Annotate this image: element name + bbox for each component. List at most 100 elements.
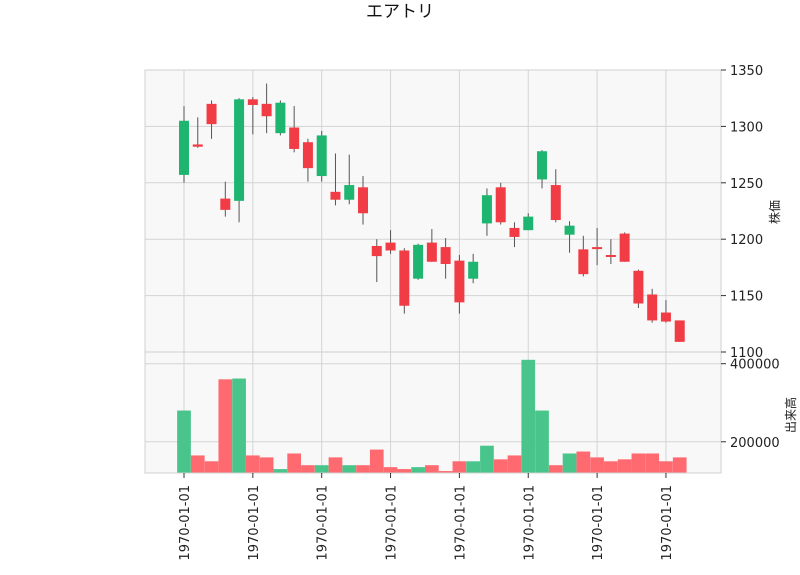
- price-tick-label: 1350: [730, 64, 763, 79]
- candle-body: [206, 103, 217, 125]
- candle-body: [344, 185, 355, 200]
- volume-bar: [301, 465, 315, 473]
- volume-bar: [232, 378, 246, 473]
- candle-body: [234, 99, 245, 201]
- candle-body: [619, 233, 630, 262]
- candle-body: [523, 216, 534, 231]
- x-tick-label: 1970-01-01: [178, 485, 193, 561]
- volume-bar: [204, 461, 219, 473]
- candle-body: [385, 242, 396, 251]
- x-tick-label: 1970-01-01: [591, 485, 606, 561]
- candle-body: [674, 320, 685, 342]
- volume-bar: [617, 459, 632, 473]
- volume-axis-label: 出来高: [783, 397, 798, 433]
- volume-bar: [659, 461, 673, 473]
- volume-bar: [672, 457, 687, 473]
- candle-body: [247, 99, 258, 105]
- candle-body: [578, 249, 589, 275]
- x-tick-label: 1970-01-01: [453, 485, 468, 561]
- candle-body: [371, 245, 382, 257]
- volume-bar: [535, 410, 549, 473]
- x-tick-label: 1970-01-01: [522, 485, 537, 561]
- volume-bar: [521, 359, 536, 473]
- candle-body: [454, 260, 465, 303]
- volume-tick-label: 200000: [730, 436, 780, 451]
- volume-bar: [548, 465, 563, 473]
- volume-bar: [342, 465, 357, 473]
- volume-bar: [273, 469, 288, 473]
- volume-bars: [177, 359, 687, 473]
- candle-body: [220, 198, 231, 210]
- candle-body: [647, 294, 658, 321]
- volume-bar: [645, 453, 660, 473]
- price-tick-label: 1250: [730, 177, 763, 192]
- volume-bar: [507, 455, 522, 473]
- x-tick-label: 1970-01-01: [385, 485, 400, 561]
- volume-bar: [576, 451, 591, 473]
- price-axis-label: 株価: [767, 200, 782, 224]
- candle-body: [509, 227, 520, 237]
- candle-body: [330, 191, 341, 200]
- x-tick-label: 1970-01-01: [660, 485, 675, 561]
- candle-body: [537, 151, 548, 180]
- candle-body: [495, 187, 506, 223]
- volume-bar: [397, 469, 412, 473]
- candle-body: [179, 120, 189, 175]
- candle-body: [592, 247, 603, 250]
- candle-body: [633, 270, 644, 304]
- candle-body: [302, 142, 313, 169]
- x-axis-ticks: 1970-01-01 1970-01-01 1970-01-01 1970-01-01…: [178, 473, 675, 561]
- volume-tick-label: 400000: [730, 358, 780, 373]
- volume-bar: [287, 453, 302, 473]
- volume-bar: [314, 465, 329, 473]
- candle-body: [289, 127, 300, 149]
- volume-bar: [452, 461, 467, 473]
- candle-body: [426, 242, 437, 262]
- volume-bar: [369, 449, 384, 473]
- candle-body: [192, 144, 203, 147]
- candle-body: [413, 244, 424, 279]
- candle-body: [550, 185, 561, 221]
- volume-bar: [218, 379, 233, 473]
- volume-panel-frame: [144, 351, 722, 474]
- price-tick-label: 1300: [730, 120, 763, 135]
- volume-axis-ticks: 200000 400000: [721, 358, 780, 451]
- candle-body: [316, 135, 327, 177]
- candle-body: [358, 187, 369, 214]
- price-axis-ticks: 1100 1150 1200 1250 1300 1350: [721, 64, 763, 361]
- candle-body: [564, 225, 575, 235]
- chart-title: エアトリ: [366, 2, 434, 22]
- volume-bar: [631, 453, 646, 473]
- volume-bar: [480, 445, 494, 473]
- volume-bar: [411, 467, 425, 473]
- volume-bar: [493, 459, 508, 473]
- price-panel: [145, 70, 721, 352]
- volume-bar: [590, 457, 604, 473]
- candle-body: [261, 103, 272, 117]
- volume-bar: [177, 410, 191, 473]
- price-tick-label: 1200: [730, 233, 763, 248]
- volume-bar: [604, 461, 618, 473]
- price-tick-label: 1100: [730, 346, 763, 361]
- volume-bar: [356, 465, 370, 473]
- volume-bar: [328, 457, 343, 473]
- candle-body: [481, 195, 492, 224]
- candle-body: [605, 254, 616, 257]
- candle-body: [468, 261, 479, 279]
- candles: [179, 83, 685, 342]
- volume-bar: [562, 453, 577, 473]
- volume-bar: [259, 457, 274, 473]
- candle-body: [275, 102, 286, 134]
- candle-body: [660, 312, 671, 322]
- x-tick-label: 1970-01-01: [247, 485, 262, 561]
- x-tick-label: 1970-01-01: [316, 485, 331, 561]
- volume-bar: [466, 461, 481, 473]
- candle-body: [440, 247, 451, 265]
- candle-body: [399, 250, 410, 306]
- volume-bar: [383, 467, 398, 473]
- volume-bar: [425, 465, 439, 473]
- volume-bar: [246, 455, 260, 473]
- volume-bar: [190, 455, 205, 473]
- volume-bar: [438, 471, 453, 473]
